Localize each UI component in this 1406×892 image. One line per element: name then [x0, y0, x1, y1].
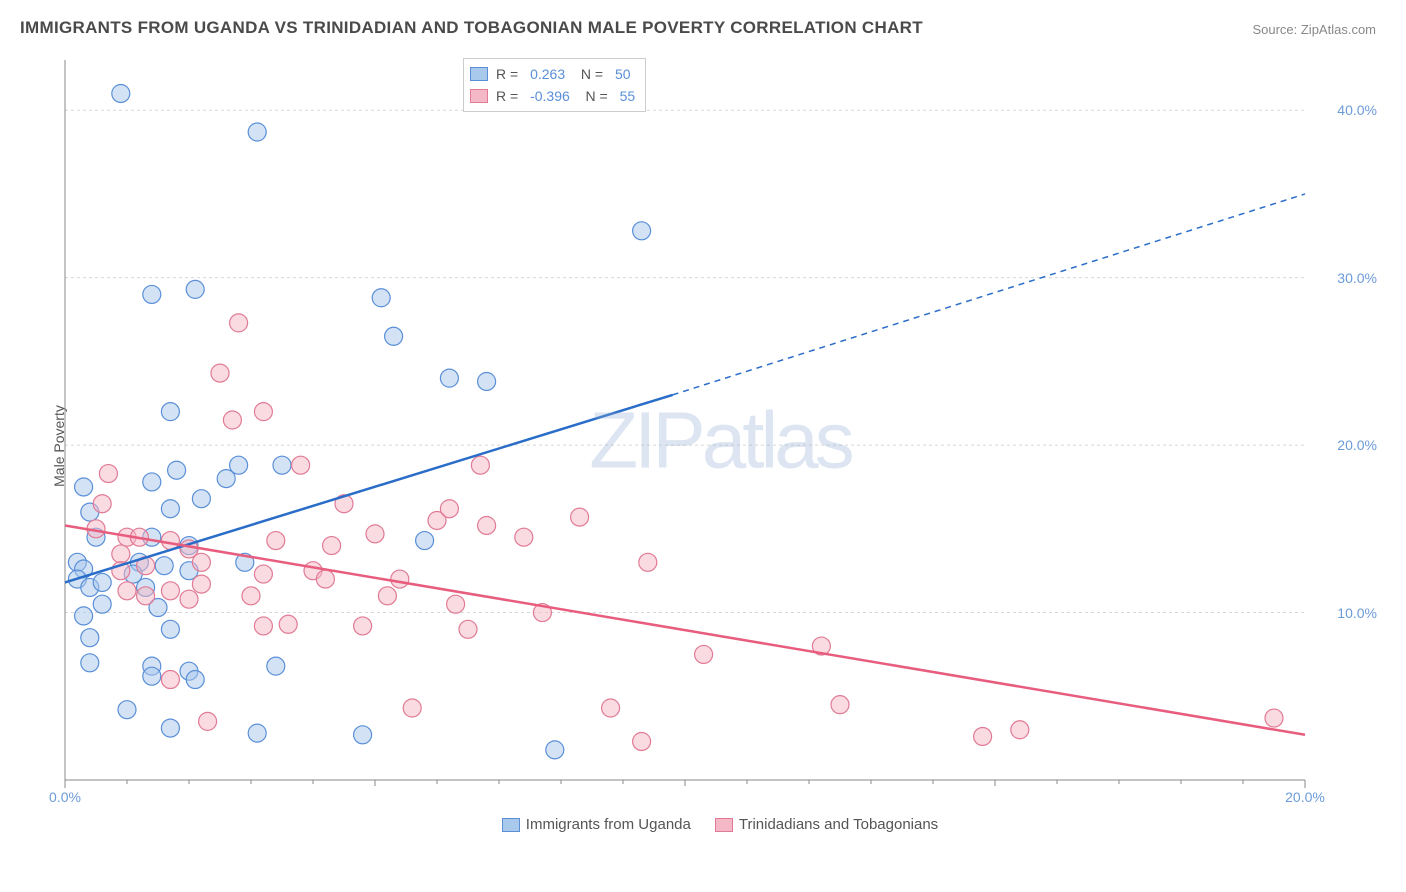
swatch-icon — [715, 818, 733, 832]
legend-item-series-2: Trinidadians and Tobagonians — [715, 816, 938, 833]
bottom-legend: Immigrants from Uganda Trinidadians and … — [55, 816, 1385, 833]
legend-item-series-1: Immigrants from Uganda — [502, 816, 691, 833]
x-tick-label: 20.0% — [1285, 789, 1325, 805]
plot-area: ZIPatlas R = 0.263 N = 50 R = -0.396 N =… — [55, 55, 1385, 835]
scatter-svg — [55, 55, 1385, 835]
legend-row-series-1: R = 0.263 N = 50 — [470, 63, 635, 85]
x-tick-label: 0.0% — [49, 789, 81, 805]
y-tick-label: 20.0% — [1337, 437, 1377, 453]
swatch-icon — [502, 818, 520, 832]
legend-row-series-2: R = -0.396 N = 55 — [470, 85, 635, 107]
swatch-icon — [470, 89, 488, 103]
y-tick-label: 30.0% — [1337, 270, 1377, 286]
swatch-icon — [470, 67, 488, 81]
y-tick-label: 40.0% — [1337, 102, 1377, 118]
chart-title: IMMIGRANTS FROM UGANDA VS TRINIDADIAN AN… — [20, 18, 923, 38]
correlation-legend: R = 0.263 N = 50 R = -0.396 N = 55 — [463, 58, 646, 112]
y-tick-label: 10.0% — [1337, 605, 1377, 621]
source-attribution: Source: ZipAtlas.com — [1252, 22, 1376, 37]
